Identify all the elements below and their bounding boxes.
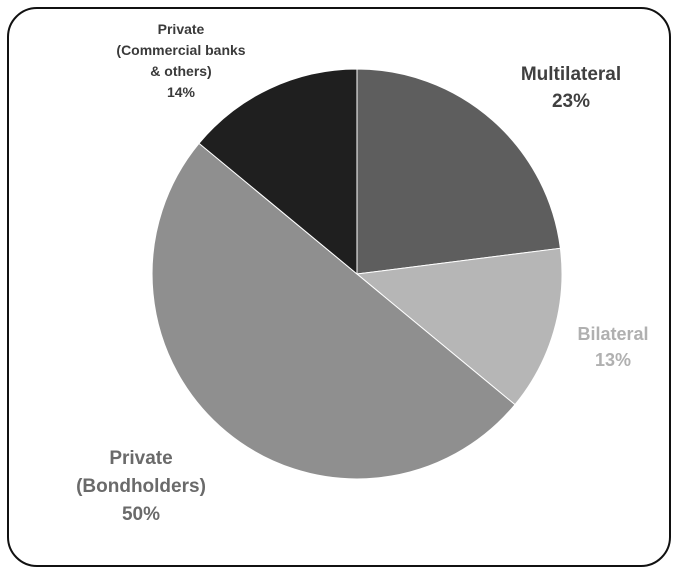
pie-label-line: (Commercial banks bbox=[116, 42, 245, 58]
pie-label-bilateral: Bilateral 13% bbox=[577, 324, 648, 370]
pie-label-private-bondholders: Private (Bondholders) 50% bbox=[76, 448, 206, 525]
pie-label-line: (Bondholders) bbox=[76, 476, 206, 497]
pie-label-line: Private bbox=[109, 448, 172, 469]
pie-label-value: 50% bbox=[122, 504, 160, 525]
pie-label-value: 14% bbox=[167, 84, 196, 100]
pie-label-line: Bilateral bbox=[577, 324, 648, 344]
pie-label-line: Multilateral bbox=[521, 64, 621, 85]
pie-slice-private-commercial-banks-others bbox=[198, 68, 358, 276]
pie-slice-private-bondholders bbox=[151, 142, 516, 480]
pie-slices bbox=[151, 68, 563, 480]
pie-label-multilateral: Multilateral 23% bbox=[521, 64, 621, 112]
pie-slice-multilateral bbox=[356, 68, 561, 275]
pie-chart: Multilateral 23% Bilateral 13% Private (Bondh… bbox=[76, 21, 648, 525]
pie-slice-bilateral bbox=[355, 247, 563, 406]
pie-label-value: 13% bbox=[595, 350, 631, 370]
pie-labels: Multilateral 23% Bilateral 13% Private (Bondh… bbox=[76, 21, 648, 525]
pie-label-value: 23% bbox=[552, 91, 590, 112]
pie-label-line: Private bbox=[158, 21, 205, 37]
pie-label-line: & others) bbox=[150, 63, 211, 79]
pie-label-private-commercial-banks-others: Private (Commercial banks & others) 14% bbox=[116, 21, 245, 100]
